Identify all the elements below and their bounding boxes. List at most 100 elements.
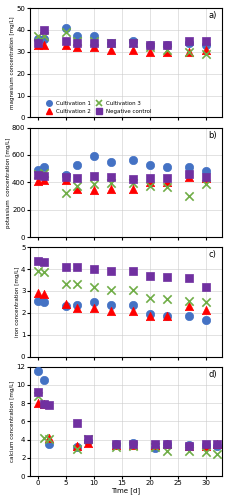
Point [131,267,134,275]
Point [114,440,118,448]
Point [42,268,45,276]
Point [164,178,168,186]
Point [153,444,156,452]
Point [64,172,67,179]
Point [186,441,190,449]
Point [36,368,40,376]
Point [186,48,190,56]
Point [36,297,40,305]
Point [75,445,79,453]
Point [108,286,112,294]
Point [92,304,95,312]
Point [92,32,95,40]
Point [36,166,40,174]
Point [131,39,134,47]
Point [75,32,79,40]
Point [203,50,207,58]
Point [42,400,45,408]
Point [108,185,112,193]
Point [147,182,151,190]
Y-axis label: potassium  concentration [mg/L]: potassium concentration [mg/L] [5,137,10,228]
Point [164,440,168,448]
Point [108,306,112,314]
Point [36,34,40,42]
Point [108,46,112,54]
Point [75,185,79,193]
Point [47,435,51,443]
Text: b): b) [207,131,216,140]
Point [108,39,112,47]
Point [86,435,90,443]
Point [131,442,134,450]
Point [64,42,67,50]
Point [36,32,40,40]
Point [164,183,168,191]
Point [114,441,118,449]
Point [42,170,45,177]
Point [147,44,151,52]
Point [36,289,40,297]
Point [131,440,134,448]
Point [186,37,190,45]
Point [186,48,190,56]
Point [164,42,168,50]
Point [42,164,45,172]
Point [86,440,90,448]
Point [131,156,134,164]
Point [75,304,79,312]
Point [92,152,95,160]
Point [214,442,218,450]
Point [131,185,134,193]
Point [203,316,207,324]
Point [47,401,51,409]
Point [147,310,151,318]
Point [92,172,95,180]
Point [164,446,168,454]
Point [164,174,168,182]
Legend: Cultivation 1, Cultivation 2, Cultivation 3, Negative control: Cultivation 1, Cultivation 2, Cultivatio… [42,100,152,114]
Point [164,272,168,280]
Y-axis label: magnesium concentration [mg/L]: magnesium concentration [mg/L] [10,16,15,109]
X-axis label: Time [d]: Time [d] [111,488,140,494]
Point [92,44,95,52]
Point [108,173,112,181]
Point [164,440,168,448]
Point [203,441,207,449]
Point [164,46,168,54]
Point [203,174,207,182]
Point [203,37,207,45]
Point [64,188,67,196]
Point [164,42,168,50]
Point [36,177,40,185]
Point [92,265,95,273]
Point [42,26,45,34]
Point [186,164,190,172]
Point [214,450,218,458]
Text: a): a) [207,12,216,20]
Point [108,301,112,309]
Point [153,443,156,451]
Point [75,263,79,271]
Point [203,298,207,306]
Point [147,48,151,56]
Point [203,440,207,448]
Point [203,306,207,314]
Point [186,274,190,282]
Point [203,448,207,456]
Point [75,37,79,45]
Point [114,440,118,448]
Point [75,174,79,182]
Point [164,164,168,172]
Point [42,42,45,50]
Point [86,436,90,444]
Point [36,399,40,407]
Point [114,443,118,451]
Point [108,179,112,187]
Point [214,440,218,448]
Point [64,280,67,288]
Point [203,442,207,450]
Point [153,441,156,449]
Point [36,267,40,275]
Point [86,435,90,443]
Point [92,282,95,290]
